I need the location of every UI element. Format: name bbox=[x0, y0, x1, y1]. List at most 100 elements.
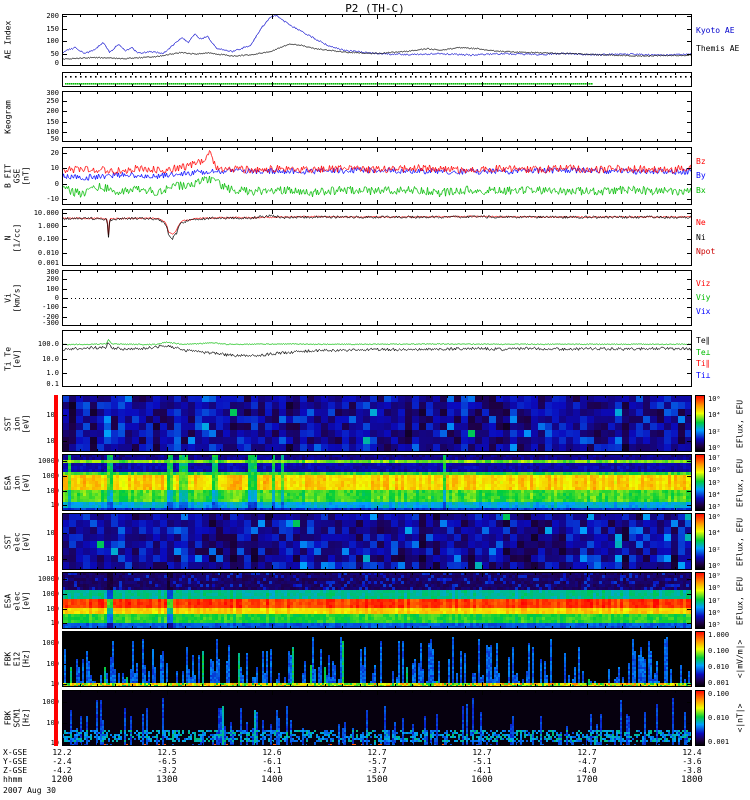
axis-value-z-gse-0: -4.2 bbox=[52, 766, 72, 775]
colorbar-unit-fbk-e: <|mV/m|> bbox=[735, 639, 745, 679]
axis-value-z-gse-2: -4.1 bbox=[262, 766, 282, 775]
axis-value-hhmm-4: 1600 bbox=[471, 775, 493, 785]
colorbar-esa-ion bbox=[695, 454, 705, 511]
ytick-temperature-0: 100.0 bbox=[37, 340, 59, 349]
trace-label-b-fit-Bx: Bx bbox=[696, 185, 706, 195]
colorbar-tick-sst-ion-3: 10⁰ bbox=[708, 444, 721, 452]
ytick-temperature-1: 10.0 bbox=[42, 354, 59, 363]
ytick-esa-ion-1: 1000 bbox=[42, 472, 59, 481]
panel-esa-ion: ESAion[eV]1000010001001010⁷10⁶10⁵10⁴10³E… bbox=[0, 454, 750, 511]
panel-esa-elec: ESAelec[eV]1000010001001010⁹10⁸10⁷10⁶10⁵… bbox=[0, 572, 750, 629]
axis-value-y-gse-5: -4.7 bbox=[577, 757, 597, 766]
ytick-fbk-e-1: 100 bbox=[46, 660, 59, 669]
panel-sst-ion: SST ion [eV] 10⁵ 10⁴ 10⁶ 10⁴ 10² 10⁰ EFlux, EFU bbox=[0, 395, 750, 452]
ytick-esa-ion-3: 10 bbox=[0, 502, 59, 509]
ytick-sst-elec-0: 10⁵ bbox=[46, 528, 59, 537]
ytick-density-2: 0.100 bbox=[37, 235, 59, 244]
colorbar-fbk-b bbox=[695, 690, 705, 746]
colorbar-unit-esa-elec: EFlux, EFU bbox=[735, 576, 745, 625]
ytick-density-3: 0.010 bbox=[37, 248, 59, 257]
canvas-esa-elec bbox=[62, 572, 692, 629]
colorbar-sst-elec bbox=[695, 513, 705, 570]
ytick-keogram-0: 50 bbox=[50, 135, 59, 143]
axis-value-hhmm-0: 1200 bbox=[51, 775, 73, 785]
panel-velocity: Vi [km/s] 300 200 100 0 -100 -200 -300 Viz Viy Vix bbox=[0, 269, 750, 327]
ytick-density-4: 0.001 bbox=[37, 259, 59, 267]
axis-value-y-gse-2: -6.1 bbox=[262, 757, 282, 766]
ytick-ae-index-1: 50 bbox=[50, 49, 59, 58]
axis-value-x-gse-6: 12.4 bbox=[682, 748, 702, 757]
trace-label-b-fit-Bz: Bz bbox=[696, 156, 706, 166]
canvas-temperature bbox=[62, 330, 692, 387]
panel-temperature: Ti Te [eV] 100.0 10.0 1.0 0.1 Te∥ Te⊥ Ti∥ Ti⊥ bbox=[0, 330, 750, 388]
panel-asi-coverage bbox=[0, 72, 750, 87]
colorbar-unit-sst-elec: EFlux, EFU bbox=[735, 517, 745, 566]
canvas-velocity bbox=[62, 270, 692, 326]
panel-density: N [1/cc] 10.000 1.000 0.100 0.010 0.001 Ne Ni Npo… bbox=[0, 209, 750, 267]
colorbar-tick-esa-elec-0: 10⁹ bbox=[708, 572, 721, 580]
ytick-b-fit-2: 10 bbox=[50, 164, 59, 173]
colorbar-tick-fbk-e-3: 0.001 bbox=[708, 679, 730, 687]
trace-label-temperature-Te∥: Te∥ bbox=[696, 336, 710, 346]
axis-value-x-gse-5: 12.7 bbox=[577, 748, 597, 757]
canvas-density bbox=[62, 209, 692, 266]
ytick-ae-index-4: 200 bbox=[46, 12, 59, 21]
ytick-fbk-e-2: 10 bbox=[0, 681, 59, 688]
axis-value-x-gse-3: 12.7 bbox=[367, 748, 387, 757]
colorbar-esa-elec bbox=[695, 572, 705, 629]
ytick-temperature-3: 0.1 bbox=[46, 380, 59, 388]
colorbar-tick-esa-elec-2: 10⁷ bbox=[708, 596, 721, 605]
axis-value-z-gse-5: -4.0 bbox=[577, 766, 597, 775]
ytick-esa-elec-1: 1000 bbox=[42, 590, 59, 599]
colorbar-tick-esa-ion-1: 10⁶ bbox=[708, 466, 721, 475]
panel-sst-elec: SST elec [eV] 10⁵ 10⁴ 10⁶ 10⁴ 10² 10⁰ EFlux, EFU bbox=[0, 513, 750, 570]
canvas-keogram bbox=[62, 91, 692, 142]
trace-label-density-Npot: Npot bbox=[696, 246, 716, 256]
colorbar-tick-fbk-e-2: 0.010 bbox=[708, 663, 730, 671]
ytick-fbk-e-0: 1000 bbox=[42, 639, 59, 648]
colorbar-tick-sst-elec-0: 10⁶ bbox=[708, 513, 721, 521]
colorbar-fbk-e bbox=[695, 631, 705, 687]
ytick-fbk-b-2: 10 bbox=[0, 740, 59, 747]
ytick-velocity-2: 100 bbox=[46, 284, 59, 293]
ytick-b-fit-1: 0 bbox=[54, 179, 59, 188]
colorbar-unit-sst-ion: EFlux, EFU bbox=[735, 399, 745, 448]
ytick-keogram-5: 300 bbox=[46, 89, 59, 97]
trace-label-b-fit-By: By bbox=[696, 171, 706, 180]
ytick-esa-elec-3: 10 bbox=[0, 620, 59, 627]
spectrogram-section-marker bbox=[54, 395, 58, 746]
ytick-esa-ion-0: 10000 bbox=[37, 457, 59, 466]
ytick-ae-index-0: 0 bbox=[54, 59, 59, 67]
canvas-ae-index bbox=[62, 14, 692, 66]
ytick-sst-elec-1: 10⁴ bbox=[46, 554, 59, 563]
axis-row-label-x-gse: X-GSE bbox=[3, 748, 28, 757]
ytick-keogram-2: 150 bbox=[46, 117, 59, 126]
axis-value-y-gse-3: -5.7 bbox=[367, 757, 387, 766]
ytick-velocity-5: -200 bbox=[42, 312, 59, 321]
ytick-keogram-3: 200 bbox=[46, 107, 59, 116]
ytick-sst-ion-0: 10⁵ bbox=[46, 410, 59, 419]
trace-label-temperature-Ti⊥: Ti⊥ bbox=[696, 370, 711, 380]
colorbar-tick-sst-elec-1: 10⁴ bbox=[708, 529, 721, 538]
panel-ae-index: AE Index 0 50 100 150 200 Kyoto AE Themis AE bbox=[0, 12, 750, 67]
colorbar-tick-fbk-b-2: 0.001 bbox=[708, 738, 730, 746]
ytick-velocity-4: -100 bbox=[42, 303, 59, 312]
axis-value-hhmm-1: 1300 bbox=[156, 775, 178, 785]
ytick-density-1: 1.000 bbox=[37, 222, 59, 231]
canvas-esa-ion bbox=[62, 454, 692, 511]
axis-value-x-gse-2: 12.6 bbox=[262, 748, 282, 757]
axis-row-label-y-gse: Y-GSE bbox=[3, 757, 28, 766]
axis-value-hhmm-3: 1500 bbox=[366, 775, 388, 785]
ytick-fbk-b-1: 100 bbox=[46, 719, 59, 728]
panel-fbk-e: FBKE12[Hz]1000100101.0000.1000.0100.001<… bbox=[0, 631, 750, 688]
panel-fbk-b: FBKSCM1[Hz]1000100100.1000.0100.001<|nT|… bbox=[0, 690, 750, 747]
ytick-velocity-6: -300 bbox=[42, 319, 59, 327]
trace-label-ae-index-Kyoto AE: Kyoto AE bbox=[696, 26, 735, 36]
canvas-fbk-e bbox=[62, 631, 692, 687]
canvas-fbk-b bbox=[62, 690, 692, 746]
colorbar-tick-sst-ion-2: 10² bbox=[708, 427, 721, 436]
colorbar-tick-esa-elec-4: 10⁵ bbox=[708, 621, 721, 629]
ytick-velocity-3: 0 bbox=[54, 294, 59, 302]
colorbar-tick-sst-elec-3: 10⁰ bbox=[708, 562, 721, 570]
